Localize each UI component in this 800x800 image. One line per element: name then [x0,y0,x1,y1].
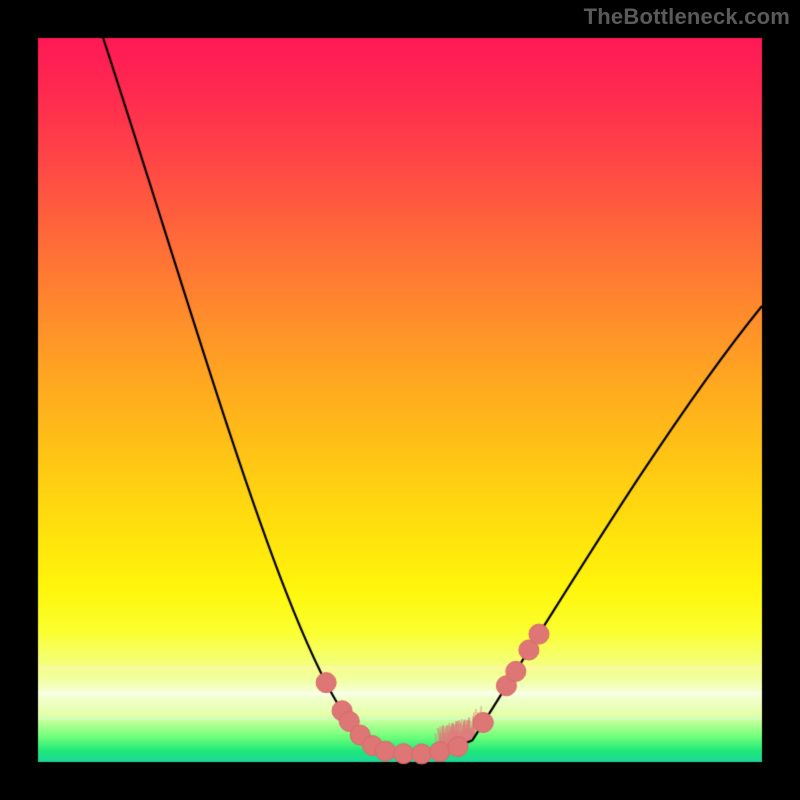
bottleneck-chart [0,0,800,800]
watermark-text: TheBottleneck.com [584,4,790,30]
stage: TheBottleneck.com [0,0,800,800]
